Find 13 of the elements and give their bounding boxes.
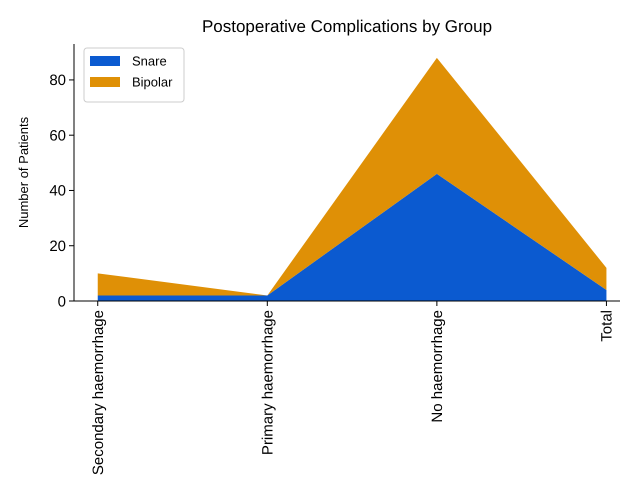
y-tick-label: 0 — [58, 293, 66, 310]
y-tick-label: 40 — [49, 182, 66, 200]
chart-title: Postoperative Complications by Group — [202, 17, 492, 36]
y-tick-label: 20 — [49, 238, 66, 255]
x-tick-label: Secondary haemorrhage — [90, 310, 107, 476]
y-tick-label: 80 — [49, 72, 66, 90]
y-axis-title: Number of Patients — [16, 116, 31, 228]
legend-label: Snare — [132, 54, 167, 69]
x-tick-label: No haemorrhage — [429, 310, 446, 423]
y-tick-label: 60 — [49, 127, 66, 144]
x-tick-label: Primary haemorrhage — [260, 310, 277, 456]
legend-label: Bipolar — [132, 74, 174, 90]
x-tick-label: Total — [598, 310, 616, 342]
